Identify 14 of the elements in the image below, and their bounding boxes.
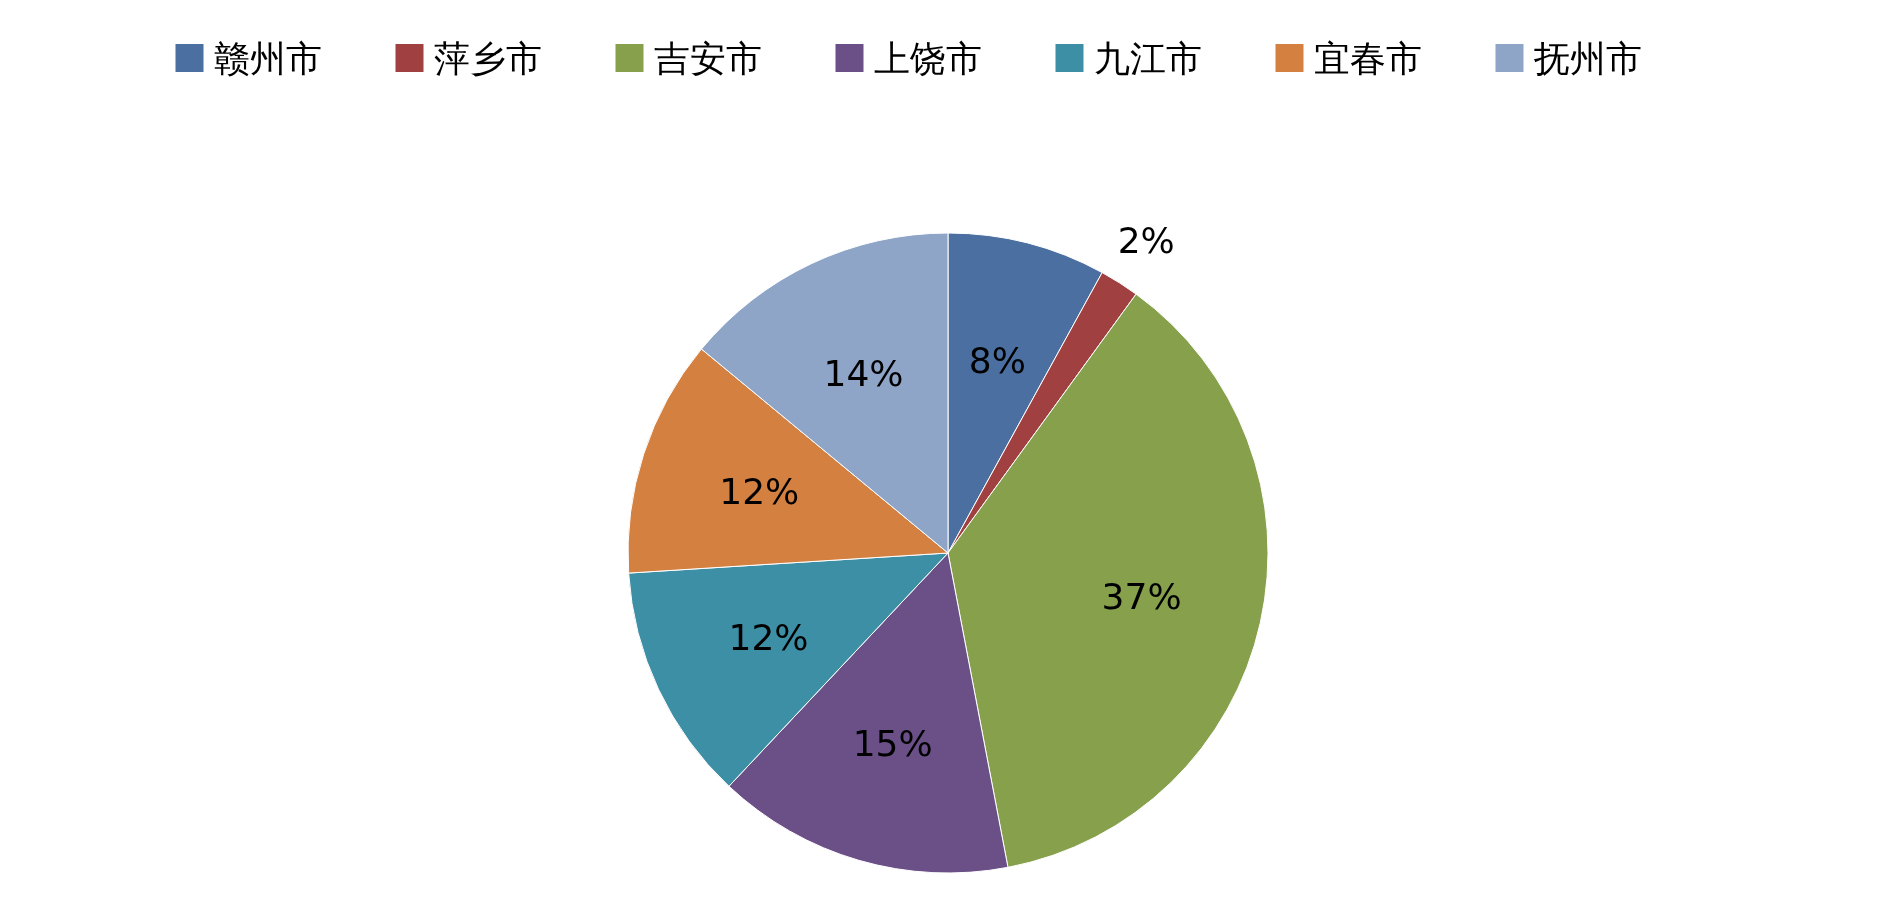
data-label: 37% [1101,575,1182,617]
legend-label: 九江市 [1093,37,1202,79]
data-label: 12% [728,616,809,658]
data-label: 8% [968,340,1026,382]
legend-label: 宜春市 [1313,37,1422,79]
data-label: 14% [823,352,904,394]
legend-label: 抚州市 [1532,37,1642,79]
legend-label: 萍乡市 [433,37,542,79]
data-label: 15% [852,723,933,765]
legend-label: 上饶市 [873,37,982,79]
legend-label: 吉安市 [653,37,762,79]
data-label: 12% [719,471,800,513]
legend-label: 赣州市 [213,37,322,79]
data-label: 2% [1117,220,1175,262]
